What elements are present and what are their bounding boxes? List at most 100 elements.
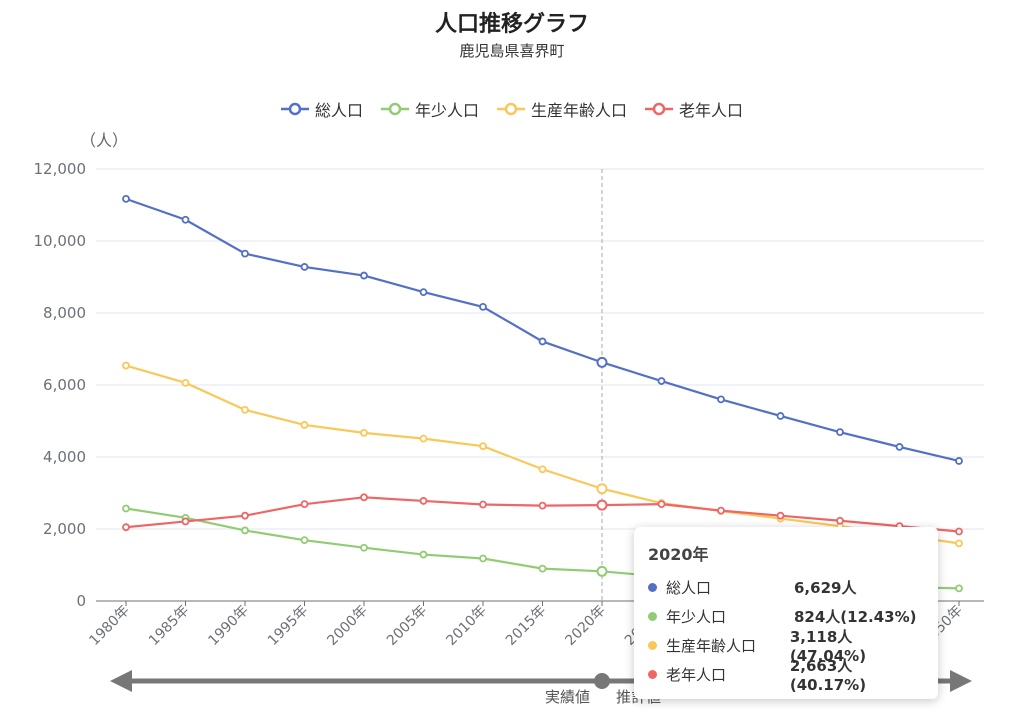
tooltip-row: 総人口 6,629人 bbox=[648, 573, 924, 602]
legend-item-young[interactable]: 年少人口 bbox=[380, 97, 479, 121]
data-point bbox=[241, 405, 249, 414]
data-point bbox=[479, 500, 487, 509]
y-tick-label: 6,000 bbox=[43, 376, 86, 394]
tooltip-series-name: 年少人口 bbox=[666, 608, 727, 626]
series-line bbox=[125, 197, 960, 463]
data-point bbox=[955, 457, 963, 465]
series-dot-icon bbox=[648, 612, 657, 621]
data-point bbox=[596, 499, 608, 511]
x-tick-label: 2020年 bbox=[562, 603, 608, 649]
data-point bbox=[479, 554, 487, 563]
legend-label: 生産年齢人口 bbox=[531, 101, 628, 120]
data-point bbox=[955, 539, 963, 548]
y-tick-label: 2,000 bbox=[43, 520, 86, 538]
data-point bbox=[836, 516, 844, 525]
data-point bbox=[538, 465, 547, 474]
data-point bbox=[776, 511, 785, 520]
y-tick-label: 12,000 bbox=[34, 160, 87, 178]
data-point bbox=[360, 543, 368, 552]
series-line bbox=[125, 364, 960, 545]
data-point bbox=[538, 564, 547, 573]
data-point bbox=[360, 493, 368, 502]
data-point bbox=[479, 302, 487, 311]
legend-label: 総人口 bbox=[314, 101, 363, 120]
actual-values-label: 実績値 bbox=[545, 688, 590, 706]
data-point bbox=[241, 511, 249, 520]
y-tick-label: 10,000 bbox=[34, 232, 87, 250]
x-tick-label: 1995年 bbox=[265, 603, 311, 649]
timeline-marker bbox=[594, 673, 610, 689]
legend-marker-icon bbox=[497, 102, 525, 116]
data-point bbox=[122, 361, 130, 370]
data-point bbox=[836, 428, 844, 437]
tooltip-series-value: 824人(12.43%) bbox=[794, 608, 917, 626]
tooltip-title: 2020年 bbox=[648, 545, 709, 564]
legend-item-elderly[interactable]: 老年人口 bbox=[645, 97, 743, 121]
data-point bbox=[479, 442, 487, 451]
data-point bbox=[717, 395, 725, 404]
data-point bbox=[596, 483, 608, 495]
timeline-right-arrow-icon bbox=[950, 670, 972, 692]
series-dot-icon bbox=[648, 583, 657, 592]
data-point bbox=[657, 500, 666, 509]
chart-title: 人口推移グラフ bbox=[434, 12, 589, 37]
data-point bbox=[122, 504, 130, 513]
y-tick-label: 4,000 bbox=[43, 448, 86, 466]
tooltip-row: 老年人口 2,663人(40.17%) bbox=[648, 657, 924, 694]
timeline-left-arrow-icon bbox=[110, 670, 132, 692]
legend-item-total[interactable]: 総人口 bbox=[280, 97, 363, 121]
data-point bbox=[300, 421, 309, 429]
legend-marker-icon bbox=[280, 102, 309, 116]
data-point bbox=[955, 527, 963, 536]
x-tick-label: 2000年 bbox=[324, 603, 370, 649]
tooltip: 2020年 総人口 6,629人 年少人口 824人(12.43%) 生産年齢人… bbox=[634, 527, 938, 699]
chart-subtitle: 鹿児島県喜界町 bbox=[459, 42, 565, 60]
x-tick-label: 2010年 bbox=[443, 603, 489, 649]
x-tick-label: 1980年 bbox=[86, 603, 132, 649]
data-point bbox=[181, 215, 190, 224]
y-tick-label: 0 bbox=[76, 592, 86, 610]
tooltip-series-name: 老年人口 bbox=[666, 666, 727, 684]
data-point bbox=[596, 565, 608, 577]
data-point bbox=[419, 550, 428, 559]
data-point bbox=[955, 584, 963, 593]
data-point bbox=[241, 249, 249, 258]
chart-legend: 総人口 年少人口 生産年齢人口 老年人口 bbox=[0, 97, 1024, 121]
data-point bbox=[360, 428, 368, 437]
data-point bbox=[300, 536, 309, 545]
x-tick-label: 1985年 bbox=[146, 603, 192, 649]
data-point bbox=[776, 412, 785, 420]
data-point bbox=[300, 263, 309, 271]
y-axis-unit-label: （人） bbox=[80, 131, 128, 150]
legend-item-working[interactable]: 生産年齢人口 bbox=[497, 97, 627, 121]
data-point bbox=[419, 288, 428, 297]
data-point bbox=[657, 377, 666, 385]
data-point bbox=[241, 526, 249, 535]
data-point bbox=[122, 194, 130, 203]
data-point bbox=[895, 443, 904, 451]
data-point bbox=[717, 506, 725, 515]
tooltip-series-name: 生産年齢人口 bbox=[666, 637, 757, 655]
data-point bbox=[419, 497, 428, 505]
legend-label: 老年人口 bbox=[679, 101, 744, 120]
data-point bbox=[419, 434, 428, 443]
data-point bbox=[300, 500, 309, 509]
x-tick-label: 1990年 bbox=[205, 603, 251, 649]
tooltip-series-value: 3,118人(47.04%) bbox=[789, 628, 867, 665]
y-tick-label: 8,000 bbox=[43, 304, 86, 322]
series-dot-icon bbox=[648, 641, 657, 650]
data-point bbox=[122, 523, 130, 532]
tooltip-series-value: 2,663人(40.17%) bbox=[789, 657, 867, 694]
data-point bbox=[360, 271, 368, 280]
data-point bbox=[538, 501, 547, 510]
legend-label: 年少人口 bbox=[414, 101, 479, 120]
tooltip-row: 年少人口 824人(12.43%) bbox=[648, 602, 924, 631]
data-point bbox=[538, 337, 547, 346]
tooltip-series-name: 総人口 bbox=[666, 579, 712, 597]
legend-marker-icon bbox=[645, 102, 674, 116]
tooltip-row: 生産年齢人口 3,118人(47.04%) bbox=[648, 628, 924, 665]
series-dot-icon bbox=[648, 670, 657, 679]
legend-marker-icon bbox=[380, 102, 409, 116]
tooltip-series-value: 6,629人 bbox=[794, 579, 857, 597]
